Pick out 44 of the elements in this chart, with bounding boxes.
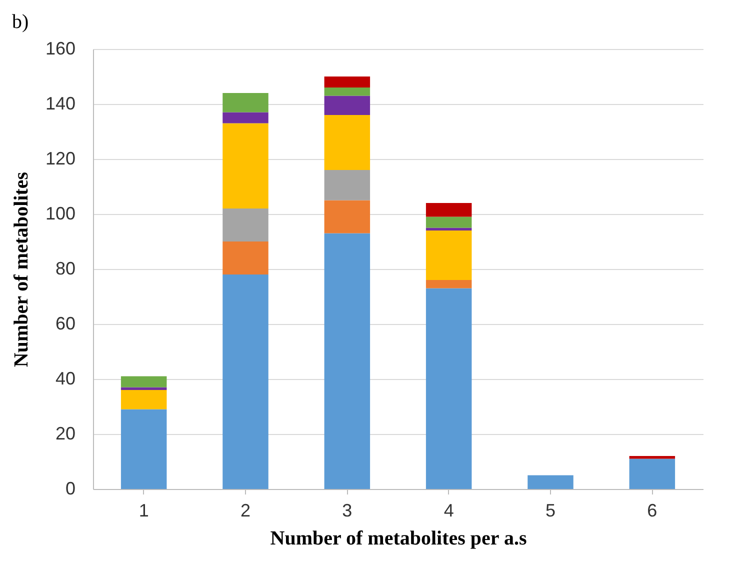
y-tick-label: 80 [55, 258, 76, 278]
bar [222, 208, 268, 242]
bar [120, 409, 167, 489]
y-tick-label: 40 [55, 368, 76, 388]
y-tick-label: 140 [45, 94, 76, 114]
bar [324, 96, 370, 115]
bar [426, 228, 472, 230]
bar [222, 112, 268, 124]
x-tick-label: 5 [545, 500, 556, 520]
x-axis-title: Number of metabolites per a.s [270, 528, 527, 550]
bar [222, 274, 268, 489]
x-tick-label: 3 [342, 500, 352, 520]
bar [324, 233, 370, 489]
bar [426, 280, 472, 288]
bar [426, 230, 472, 280]
bar [222, 242, 268, 274]
bar [426, 216, 472, 228]
bar [426, 203, 472, 217]
y-tick-label: 0 [65, 478, 76, 498]
bar [324, 88, 370, 96]
bar [222, 123, 268, 208]
bar [324, 115, 370, 170]
y-axis-title: Number of metabolites [10, 172, 32, 368]
bar [120, 390, 167, 410]
y-tick-label: 100 [45, 204, 76, 224]
y-tick-label: 120 [45, 148, 76, 168]
bar [324, 200, 370, 234]
bar [222, 93, 268, 112]
bar [528, 475, 574, 489]
x-tick-label: 1 [138, 500, 149, 520]
bar [324, 170, 370, 200]
x-tick-label: 6 [647, 500, 658, 520]
x-tick-label: 2 [240, 500, 251, 520]
y-tick-label: 60 [55, 314, 76, 334]
y-tick-label: 20 [55, 424, 76, 444]
bar [426, 288, 472, 489]
bar [629, 456, 676, 459]
x-tick-label: 4 [444, 500, 454, 520]
bar [120, 387, 167, 390]
bar [120, 376, 167, 388]
bar [629, 458, 676, 489]
bar [324, 76, 370, 88]
text: b) [12, 10, 29, 34]
y-tick-label: 160 [45, 38, 76, 58]
